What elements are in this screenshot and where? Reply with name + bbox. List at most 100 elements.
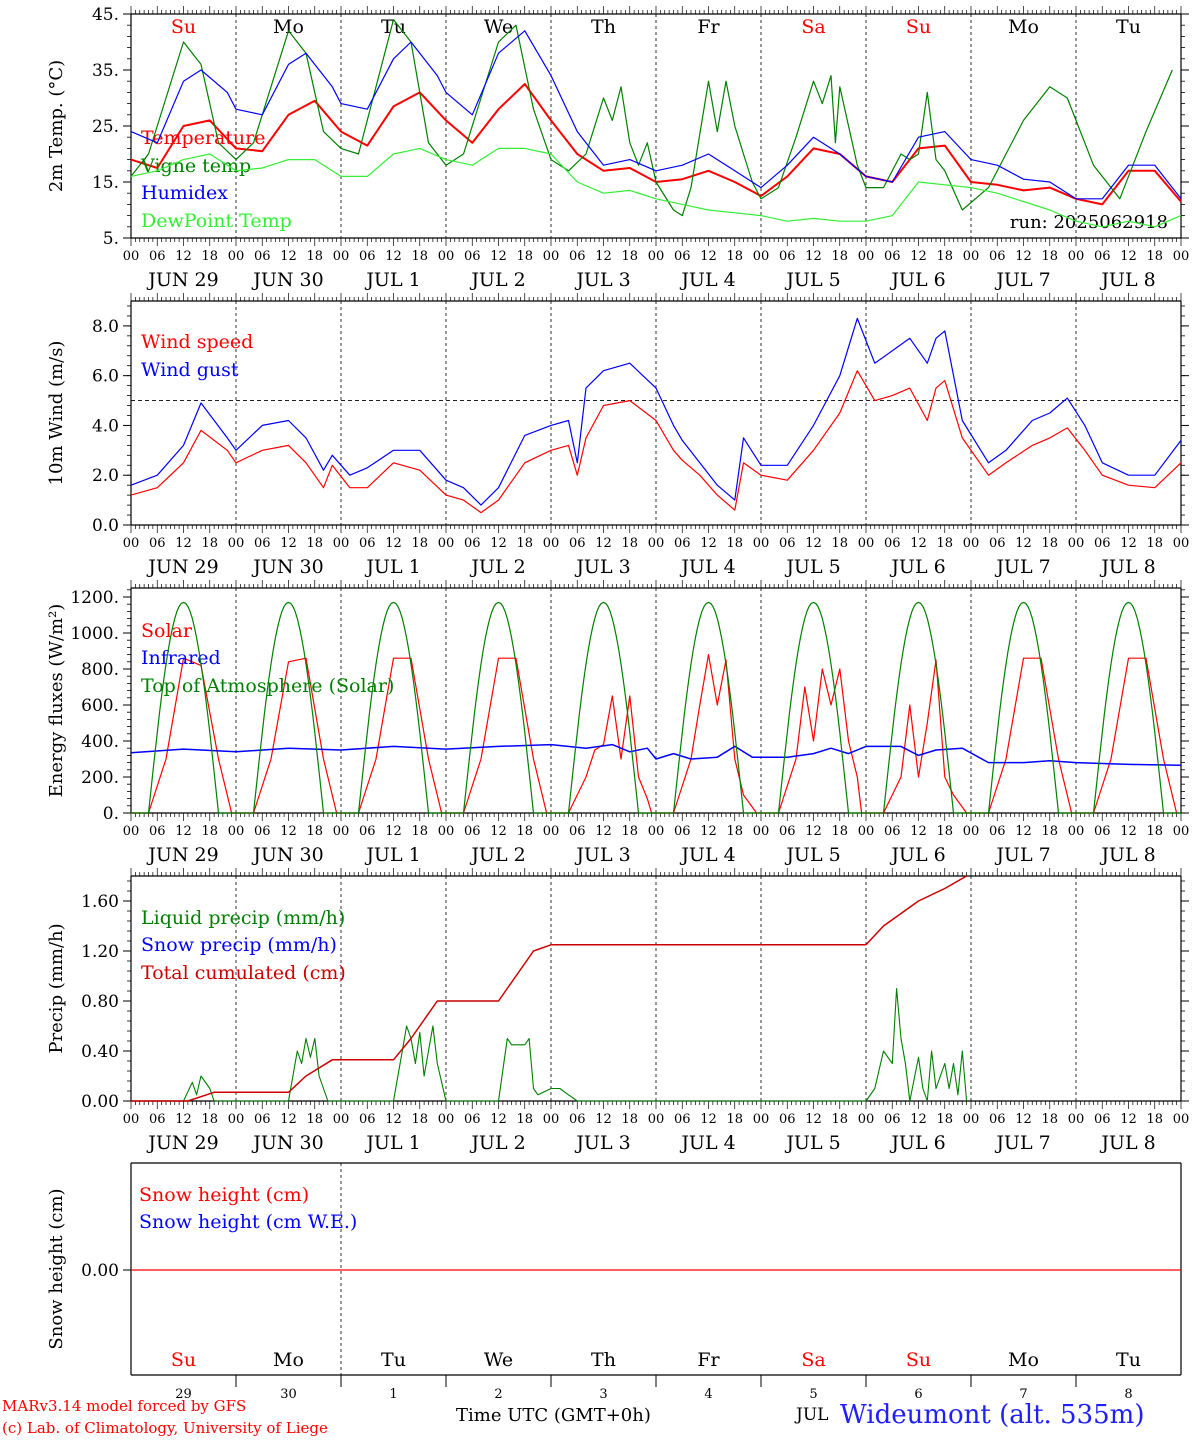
hour-label: 00 bbox=[963, 824, 980, 839]
date-label: JUL 7 bbox=[994, 269, 1050, 291]
hour-label: 18 bbox=[936, 536, 953, 551]
y-tick-label: 600. bbox=[81, 696, 119, 716]
hour-label: 00 bbox=[333, 824, 350, 839]
weekday-label: Mo bbox=[273, 16, 304, 38]
hour-label: 12 bbox=[175, 1112, 192, 1127]
hour-label: 12 bbox=[595, 249, 612, 264]
panel-4: 0.00 Snow height (cm) Su 29 Mo 30 Tu 1 We 2 Th 3 Fr 4… bbox=[46, 1162, 1182, 1402]
legend-entry: Total cumulated (cm) bbox=[141, 962, 346, 984]
hour-label: 18 bbox=[516, 249, 533, 264]
date-label: JUL 6 bbox=[889, 844, 945, 866]
hour-label: 12 bbox=[490, 249, 507, 264]
date-label: JUN 30 bbox=[251, 556, 323, 578]
hour-label: 18 bbox=[201, 536, 218, 551]
hour-label: 00 bbox=[1068, 536, 1085, 551]
hour-label: 06 bbox=[779, 536, 796, 551]
hour-label: 00 bbox=[123, 1112, 140, 1127]
hour-label: 18 bbox=[1146, 1112, 1163, 1127]
day-number: 8 bbox=[1124, 1387, 1132, 1402]
hour-label: 06 bbox=[884, 1112, 901, 1127]
hour-label: 18 bbox=[936, 1112, 953, 1127]
date-label: JUL 2 bbox=[469, 1132, 525, 1154]
hour-label: 18 bbox=[201, 249, 218, 264]
hour-label: 12 bbox=[1015, 536, 1032, 551]
legend-entry: Liquid precip (mm/h) bbox=[141, 907, 345, 929]
y-tick-label: 15. bbox=[92, 173, 119, 193]
hour-label: 12 bbox=[700, 824, 717, 839]
series-line bbox=[130, 317, 1182, 506]
hour-label: 12 bbox=[280, 536, 297, 551]
hour-label: 18 bbox=[411, 824, 428, 839]
hour-label: 18 bbox=[936, 824, 953, 839]
date-label: JUN 29 bbox=[146, 1132, 218, 1154]
hour-label: 06 bbox=[779, 1112, 796, 1127]
hour-label: 06 bbox=[254, 1112, 271, 1127]
day-number: 30 bbox=[280, 1387, 297, 1402]
hour-label: 12 bbox=[280, 249, 297, 264]
date-label: JUL 8 bbox=[1099, 844, 1155, 866]
hour-label: 00 bbox=[543, 249, 560, 264]
hour-label: 06 bbox=[254, 536, 271, 551]
hour-label: 00 bbox=[543, 536, 560, 551]
hour-label: 12 bbox=[175, 536, 192, 551]
hour-label: 06 bbox=[359, 1112, 376, 1127]
y-tick-label: 4.0 bbox=[92, 416, 119, 436]
date-label: JUL 6 bbox=[889, 556, 945, 578]
y-tick-label: 0.0 bbox=[92, 516, 119, 536]
hour-label: 00 bbox=[228, 1112, 245, 1127]
weekday-label: We bbox=[484, 1349, 513, 1371]
hour-label: 00 bbox=[123, 249, 140, 264]
date-label: JUN 29 bbox=[146, 269, 218, 291]
hour-label: 12 bbox=[595, 536, 612, 551]
hour-label: 18 bbox=[1041, 824, 1058, 839]
hour-label: 06 bbox=[464, 1112, 481, 1127]
hour-label: 00 bbox=[858, 249, 875, 264]
y-tick-label: 0.40 bbox=[81, 1042, 119, 1062]
weekday-label: Su bbox=[171, 16, 196, 38]
hour-label: 00 bbox=[648, 536, 665, 551]
legend-entry: Wind gust bbox=[141, 359, 239, 381]
date-label: JUL 3 bbox=[574, 1132, 630, 1154]
hour-label: 12 bbox=[910, 249, 927, 264]
date-label: JUL 2 bbox=[469, 844, 525, 866]
date-label: JUL 4 bbox=[679, 844, 735, 866]
hour-label: 18 bbox=[306, 536, 323, 551]
panel-3: 0.00 0.40 0.80 1.20 1.60 Precip (mm/h) 00 06 12 1… bbox=[46, 868, 1189, 1154]
hour-label: 18 bbox=[726, 1112, 743, 1127]
hour-label: 18 bbox=[831, 249, 848, 264]
hour-label: 00 bbox=[1068, 1112, 1085, 1127]
series-line bbox=[131, 875, 967, 1102]
date-label: JUN 30 bbox=[251, 269, 323, 291]
legend-entry: Snow height (cm W.E.) bbox=[139, 1211, 357, 1233]
day-number: 2 bbox=[494, 1387, 502, 1402]
hour-label: 00 bbox=[753, 536, 770, 551]
hour-label: 18 bbox=[201, 1112, 218, 1127]
hour-label: 06 bbox=[674, 249, 691, 264]
date-label: JUL 5 bbox=[784, 269, 840, 291]
date-label: JUL 8 bbox=[1099, 556, 1155, 578]
legend-entry: Top of Atmosphere (Solar) bbox=[141, 675, 394, 697]
legend-entry: Vigne temp bbox=[140, 155, 251, 177]
weekday-label: Su bbox=[906, 16, 931, 38]
date-label: JUL 7 bbox=[994, 556, 1050, 578]
legend-entry: Solar bbox=[141, 620, 193, 642]
hour-label: 12 bbox=[595, 824, 612, 839]
date-label: JUL 6 bbox=[889, 1132, 945, 1154]
date-label: JUL 6 bbox=[889, 269, 945, 291]
hour-label: 06 bbox=[779, 249, 796, 264]
hour-label: 00 bbox=[438, 824, 455, 839]
hour-label: 12 bbox=[1015, 249, 1032, 264]
hour-label: 18 bbox=[1041, 536, 1058, 551]
y-tick-label: 2.0 bbox=[92, 466, 119, 486]
hour-label: 12 bbox=[910, 536, 927, 551]
series-line bbox=[130, 147, 1182, 228]
hour-label: 06 bbox=[464, 824, 481, 839]
hour-label: 12 bbox=[1120, 824, 1137, 839]
x-axis-label: Time UTC (GMT+0h) bbox=[456, 1405, 651, 1426]
hour-label: 12 bbox=[1015, 824, 1032, 839]
date-label: JUL 3 bbox=[574, 844, 630, 866]
panel-0: 5. 15. 25. 35. 45. 2m Temp. (°C) 00 06 12 18 JUN 2… bbox=[46, 5, 1189, 291]
hour-label: 12 bbox=[1120, 249, 1137, 264]
legend-entry: Snow height (cm) bbox=[139, 1184, 309, 1206]
